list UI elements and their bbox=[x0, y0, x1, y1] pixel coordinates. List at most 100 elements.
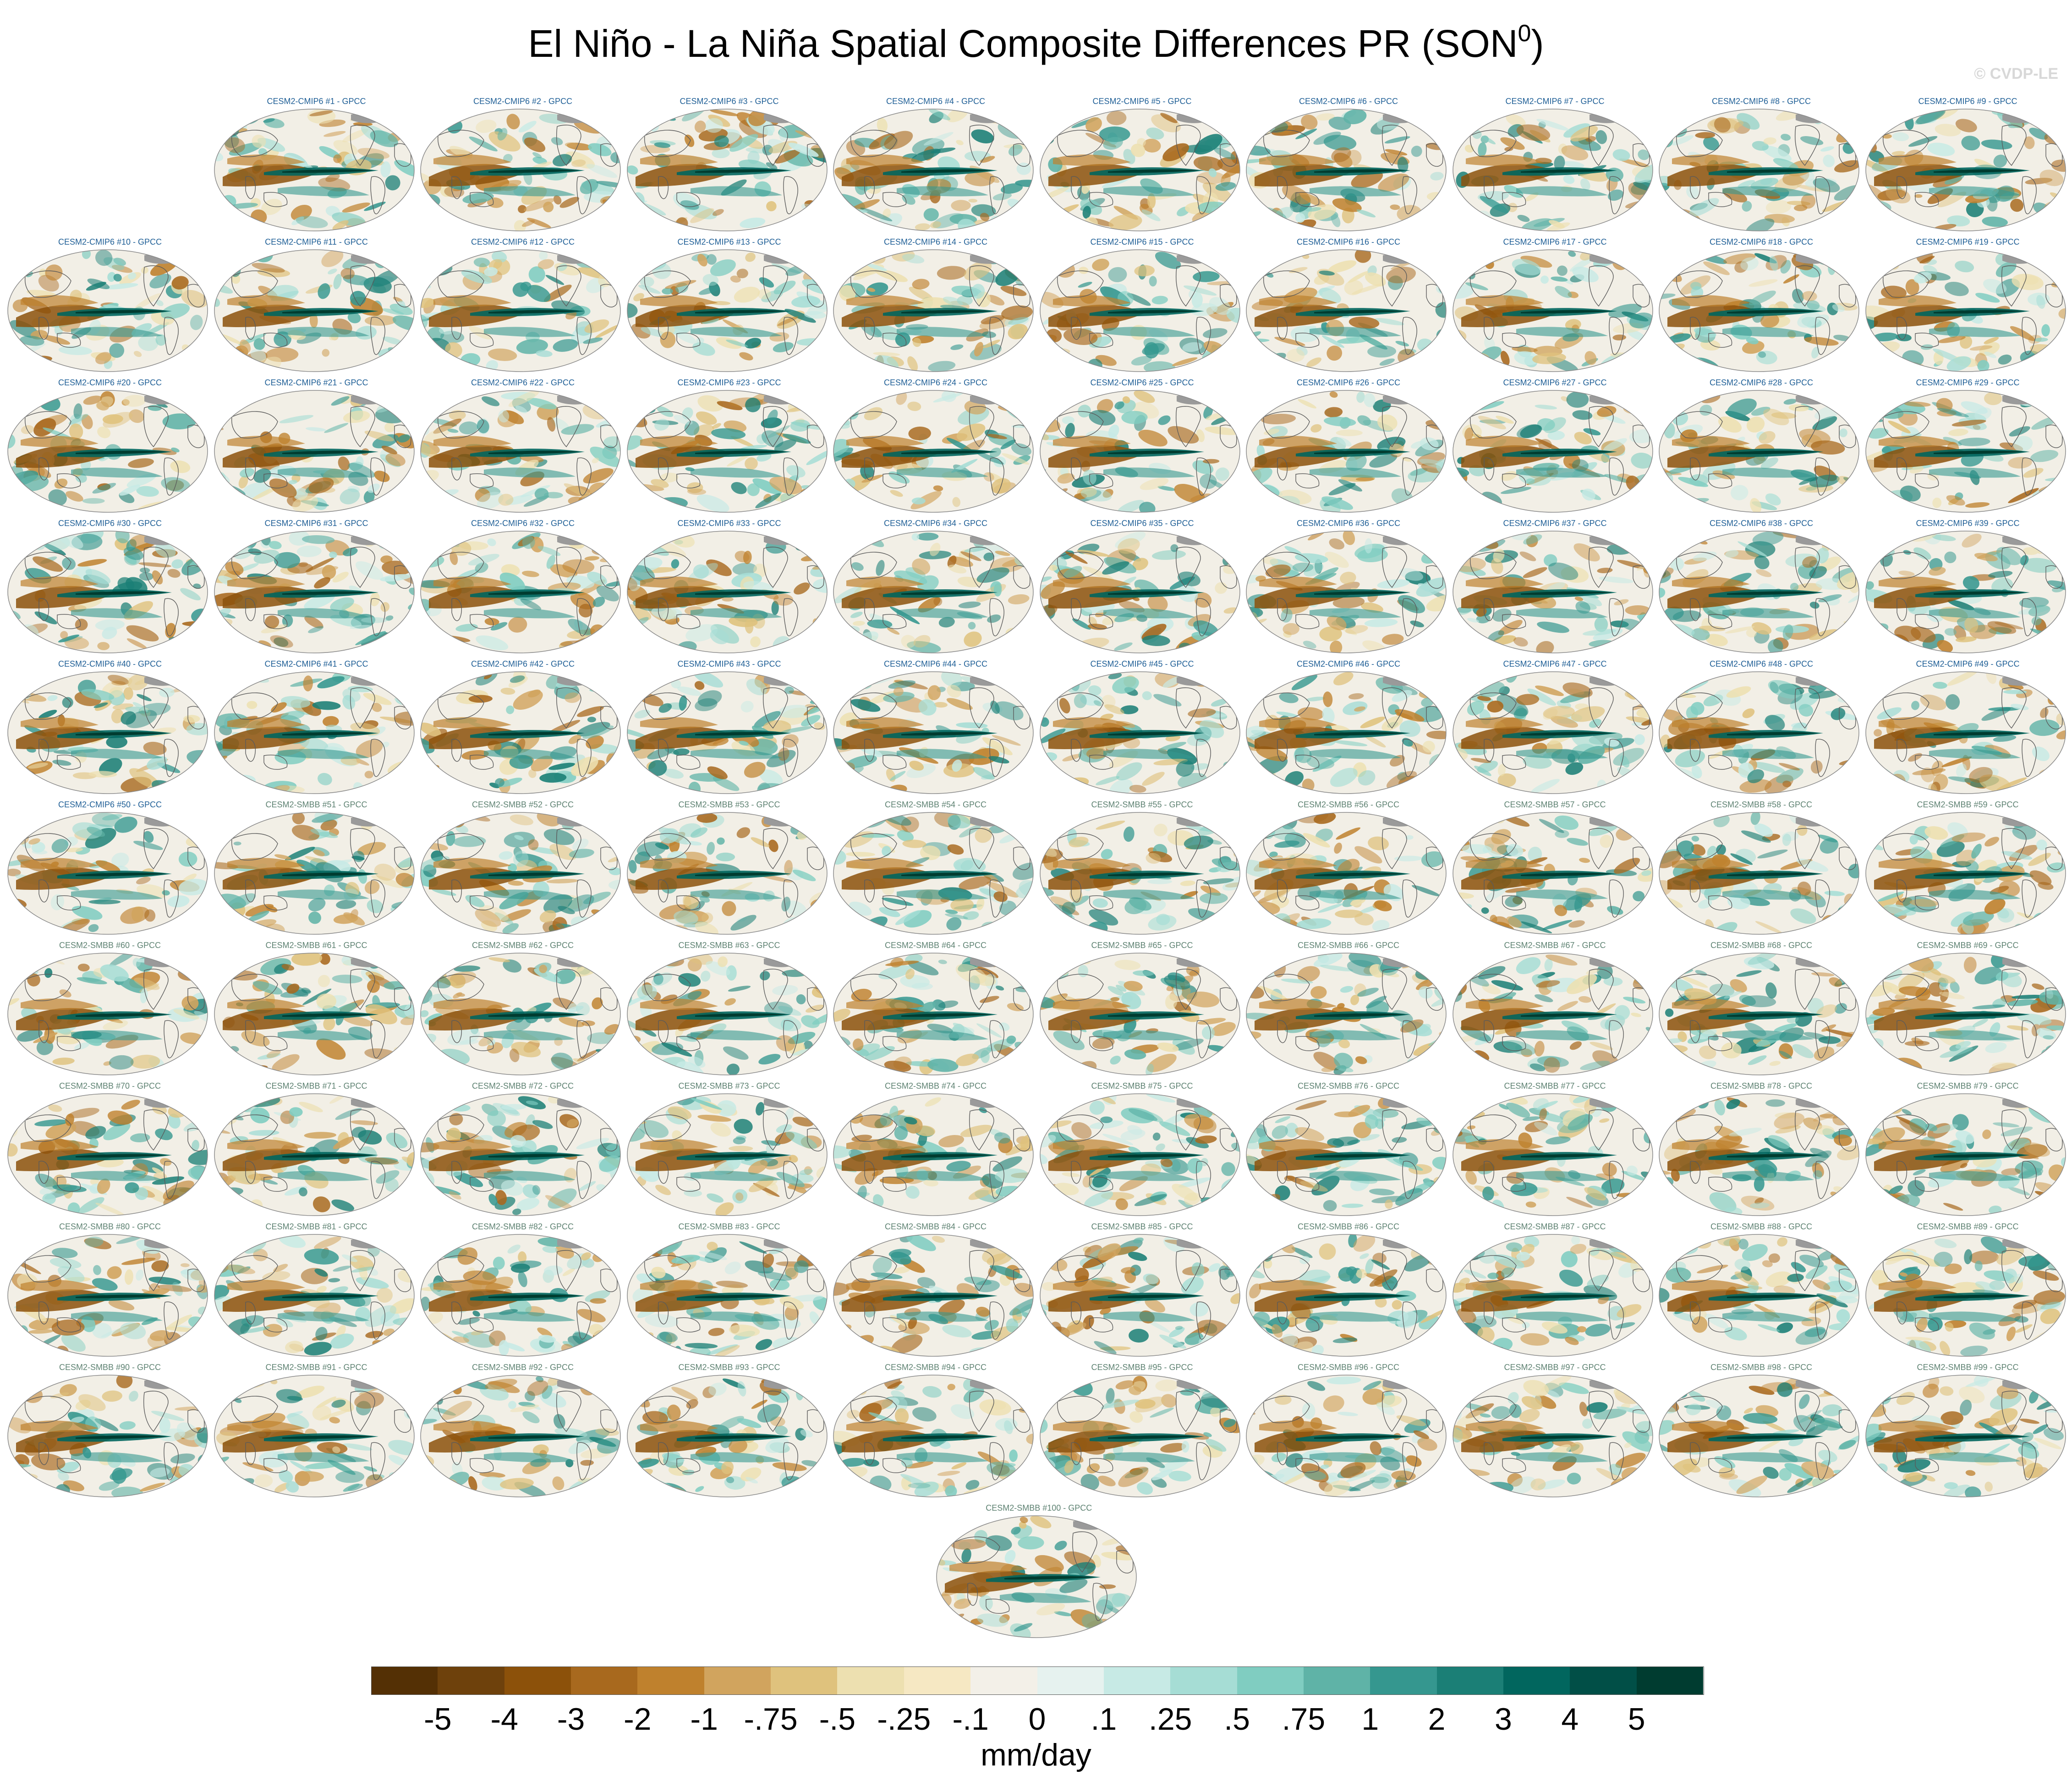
map-globe bbox=[1246, 249, 1447, 372]
map-globe bbox=[1865, 671, 2066, 794]
panel-title: CESM2-SMBB #66 - GPCC bbox=[1297, 941, 1400, 950]
map-panel: CESM2-SMBB #85 - GPCC bbox=[1039, 1222, 1245, 1359]
map-globe bbox=[1039, 531, 1240, 653]
map-panel: CESM2-SMBB #52 - GPCC bbox=[420, 800, 626, 937]
panel-title: CESM2-SMBB #61 - GPCC bbox=[265, 941, 367, 950]
map-globe bbox=[7, 953, 208, 1075]
panel-title: CESM2-CMIP6 #21 - GPCC bbox=[264, 378, 368, 387]
colorbar bbox=[371, 1666, 1705, 1696]
map-globe bbox=[1039, 953, 1240, 1075]
panel-title: CESM2-SMBB #99 - GPCC bbox=[1917, 1363, 2019, 1372]
colorbar-cell bbox=[1170, 1666, 1238, 1695]
map-panel: CESM2-CMIP6 #44 - GPCC bbox=[833, 659, 1039, 796]
map-panel: CESM2-CMIP6 #20 - GPCC bbox=[7, 378, 213, 515]
map-panel: CESM2-CMIP6 #16 - GPCC bbox=[1245, 237, 1452, 374]
map-panel: CESM2-CMIP6 #2 - GPCC bbox=[420, 96, 626, 234]
map-globe bbox=[1659, 671, 1859, 794]
colorbar-tick-label: .75 bbox=[1282, 1702, 1326, 1737]
panel-title: CESM2-CMIP6 #28 - GPCC bbox=[1709, 378, 1814, 387]
map-panel: CESM2-SMBB #61 - GPCC bbox=[214, 940, 420, 1078]
panel-title: CESM2-CMIP6 #37 - GPCC bbox=[1503, 519, 1607, 528]
colorbar-cell bbox=[1436, 1666, 1504, 1695]
map-globe bbox=[7, 531, 208, 653]
panel-title: CESM2-SMBB #71 - GPCC bbox=[265, 1081, 367, 1091]
panel-title: CESM2-SMBB #56 - GPCC bbox=[1297, 800, 1400, 809]
panel-title: CESM2-SMBB #94 - GPCC bbox=[884, 1363, 987, 1372]
map-globe bbox=[1865, 531, 2066, 653]
panel-title: CESM2-SMBB #76 - GPCC bbox=[1297, 1081, 1400, 1091]
panel-title: CESM2-SMBB #78 - GPCC bbox=[1710, 1081, 1813, 1091]
panel-title: CESM2-CMIP6 #31 - GPCC bbox=[264, 519, 368, 528]
panel-title: CESM2-CMIP6 #8 - GPCC bbox=[1711, 97, 1811, 106]
map-globe bbox=[420, 953, 621, 1075]
panel-title: CESM2-SMBB #51 - GPCC bbox=[265, 800, 367, 809]
panel-title: CESM2-CMIP6 #24 - GPCC bbox=[883, 378, 988, 387]
panel-title: CESM2-CMIP6 #26 - GPCC bbox=[1296, 378, 1401, 387]
colorbar-cell bbox=[1370, 1666, 1437, 1695]
map-panel: CESM2-CMIP6 #21 - GPCC bbox=[214, 378, 420, 515]
map-panel: CESM2-SMBB #57 - GPCC bbox=[1452, 800, 1658, 937]
map-panel: CESM2-SMBB #68 - GPCC bbox=[1658, 940, 1864, 1078]
map-panel: CESM2-CMIP6 #31 - GPCC bbox=[214, 518, 420, 656]
panel-title: CESM2-SMBB #84 - GPCC bbox=[884, 1222, 987, 1231]
panel-title: CESM2-CMIP6 #17 - GPCC bbox=[1503, 237, 1607, 247]
colorbar-tick-label: 1 bbox=[1361, 1702, 1379, 1737]
map-globe bbox=[1659, 531, 1859, 653]
panel-title: CESM2-SMBB #79 - GPCC bbox=[1917, 1081, 2019, 1091]
colorbar-cell bbox=[571, 1666, 638, 1695]
map-globe bbox=[626, 390, 828, 513]
panel-title: CESM2-CMIP6 #23 - GPCC bbox=[677, 378, 781, 387]
map-panel: CESM2-CMIP6 #33 - GPCC bbox=[626, 518, 833, 656]
map-globe bbox=[214, 671, 415, 794]
panel-title: CESM2-SMBB #100 - GPCC bbox=[986, 1503, 1092, 1513]
panel-title: CESM2-CMIP6 #20 - GPCC bbox=[58, 378, 162, 387]
map-panel: CESM2-CMIP6 #39 - GPCC bbox=[1865, 518, 2071, 656]
map-panel: CESM2-CMIP6 #38 - GPCC bbox=[1658, 518, 1864, 656]
map-globe bbox=[1865, 109, 2066, 231]
map-globe bbox=[1865, 812, 2066, 935]
map-globe bbox=[214, 1375, 415, 1497]
map-globe bbox=[420, 1093, 621, 1216]
map-panel: CESM2-SMBB #77 - GPCC bbox=[1452, 1081, 1658, 1218]
panel-title: CESM2-CMIP6 #34 - GPCC bbox=[883, 519, 988, 528]
map-globe bbox=[1452, 1375, 1653, 1497]
map-panel: CESM2-CMIP6 #25 - GPCC bbox=[1039, 378, 1245, 515]
panel-title: CESM2-SMBB #68 - GPCC bbox=[1710, 941, 1813, 950]
map-panel: CESM2-CMIP6 #8 - GPCC bbox=[1658, 96, 1864, 234]
panel-title: CESM2-CMIP6 #38 - GPCC bbox=[1709, 519, 1814, 528]
panel-title: CESM2-CMIP6 #36 - GPCC bbox=[1296, 519, 1401, 528]
panel-title: CESM2-CMIP6 #50 - GPCC bbox=[58, 800, 162, 809]
map-globe bbox=[1039, 671, 1240, 794]
map-panel: CESM2-SMBB #67 - GPCC bbox=[1452, 940, 1658, 1078]
panel-title: CESM2-SMBB #95 - GPCC bbox=[1091, 1363, 1193, 1372]
map-globe bbox=[214, 1093, 415, 1216]
panel-title: CESM2-CMIP6 #43 - GPCC bbox=[677, 659, 781, 669]
panel-title: CESM2-CMIP6 #15 - GPCC bbox=[1090, 237, 1194, 247]
title-close: ) bbox=[1531, 22, 1544, 65]
map-globe bbox=[1246, 1375, 1447, 1497]
panel-title: CESM2-CMIP6 #42 - GPCC bbox=[471, 659, 575, 669]
map-panel: CESM2-CMIP6 #24 - GPCC bbox=[833, 378, 1039, 515]
map-panel: CESM2-CMIP6 #28 - GPCC bbox=[1658, 378, 1864, 515]
panel-title: CESM2-SMBB #81 - GPCC bbox=[265, 1222, 367, 1231]
watermark: © CVDP-LE bbox=[1974, 65, 2058, 82]
map-panel: CESM2-CMIP6 #12 - GPCC bbox=[420, 237, 626, 374]
panel-title: CESM2-CMIP6 #46 - GPCC bbox=[1296, 659, 1401, 669]
map-globe bbox=[1039, 1234, 1240, 1357]
title-superscript: 0 bbox=[1518, 20, 1531, 47]
map-panel: CESM2-SMBB #91 - GPCC bbox=[214, 1362, 420, 1500]
panel-title: CESM2-CMIP6 #29 - GPCC bbox=[1916, 378, 2020, 387]
map-globe bbox=[214, 531, 415, 653]
panel-title: CESM2-SMBB #88 - GPCC bbox=[1710, 1222, 1813, 1231]
map-panel: CESM2-CMIP6 #6 - GPCC bbox=[1245, 96, 1452, 234]
panel-title: CESM2-CMIP6 #39 - GPCC bbox=[1916, 519, 2020, 528]
map-globe bbox=[1452, 390, 1653, 513]
colorbar-tick-label: -1 bbox=[690, 1702, 718, 1737]
map-globe bbox=[420, 109, 621, 231]
panel-title: CESM2-SMBB #85 - GPCC bbox=[1091, 1222, 1193, 1231]
map-globe bbox=[1246, 953, 1447, 1075]
panel-title: CESM2-CMIP6 #48 - GPCC bbox=[1709, 659, 1814, 669]
panel-title: CESM2-CMIP6 #13 - GPCC bbox=[677, 237, 781, 247]
map-panel: CESM2-SMBB #51 - GPCC bbox=[214, 800, 420, 937]
map-panel: CESM2-CMIP6 #49 - GPCC bbox=[1865, 659, 2071, 796]
